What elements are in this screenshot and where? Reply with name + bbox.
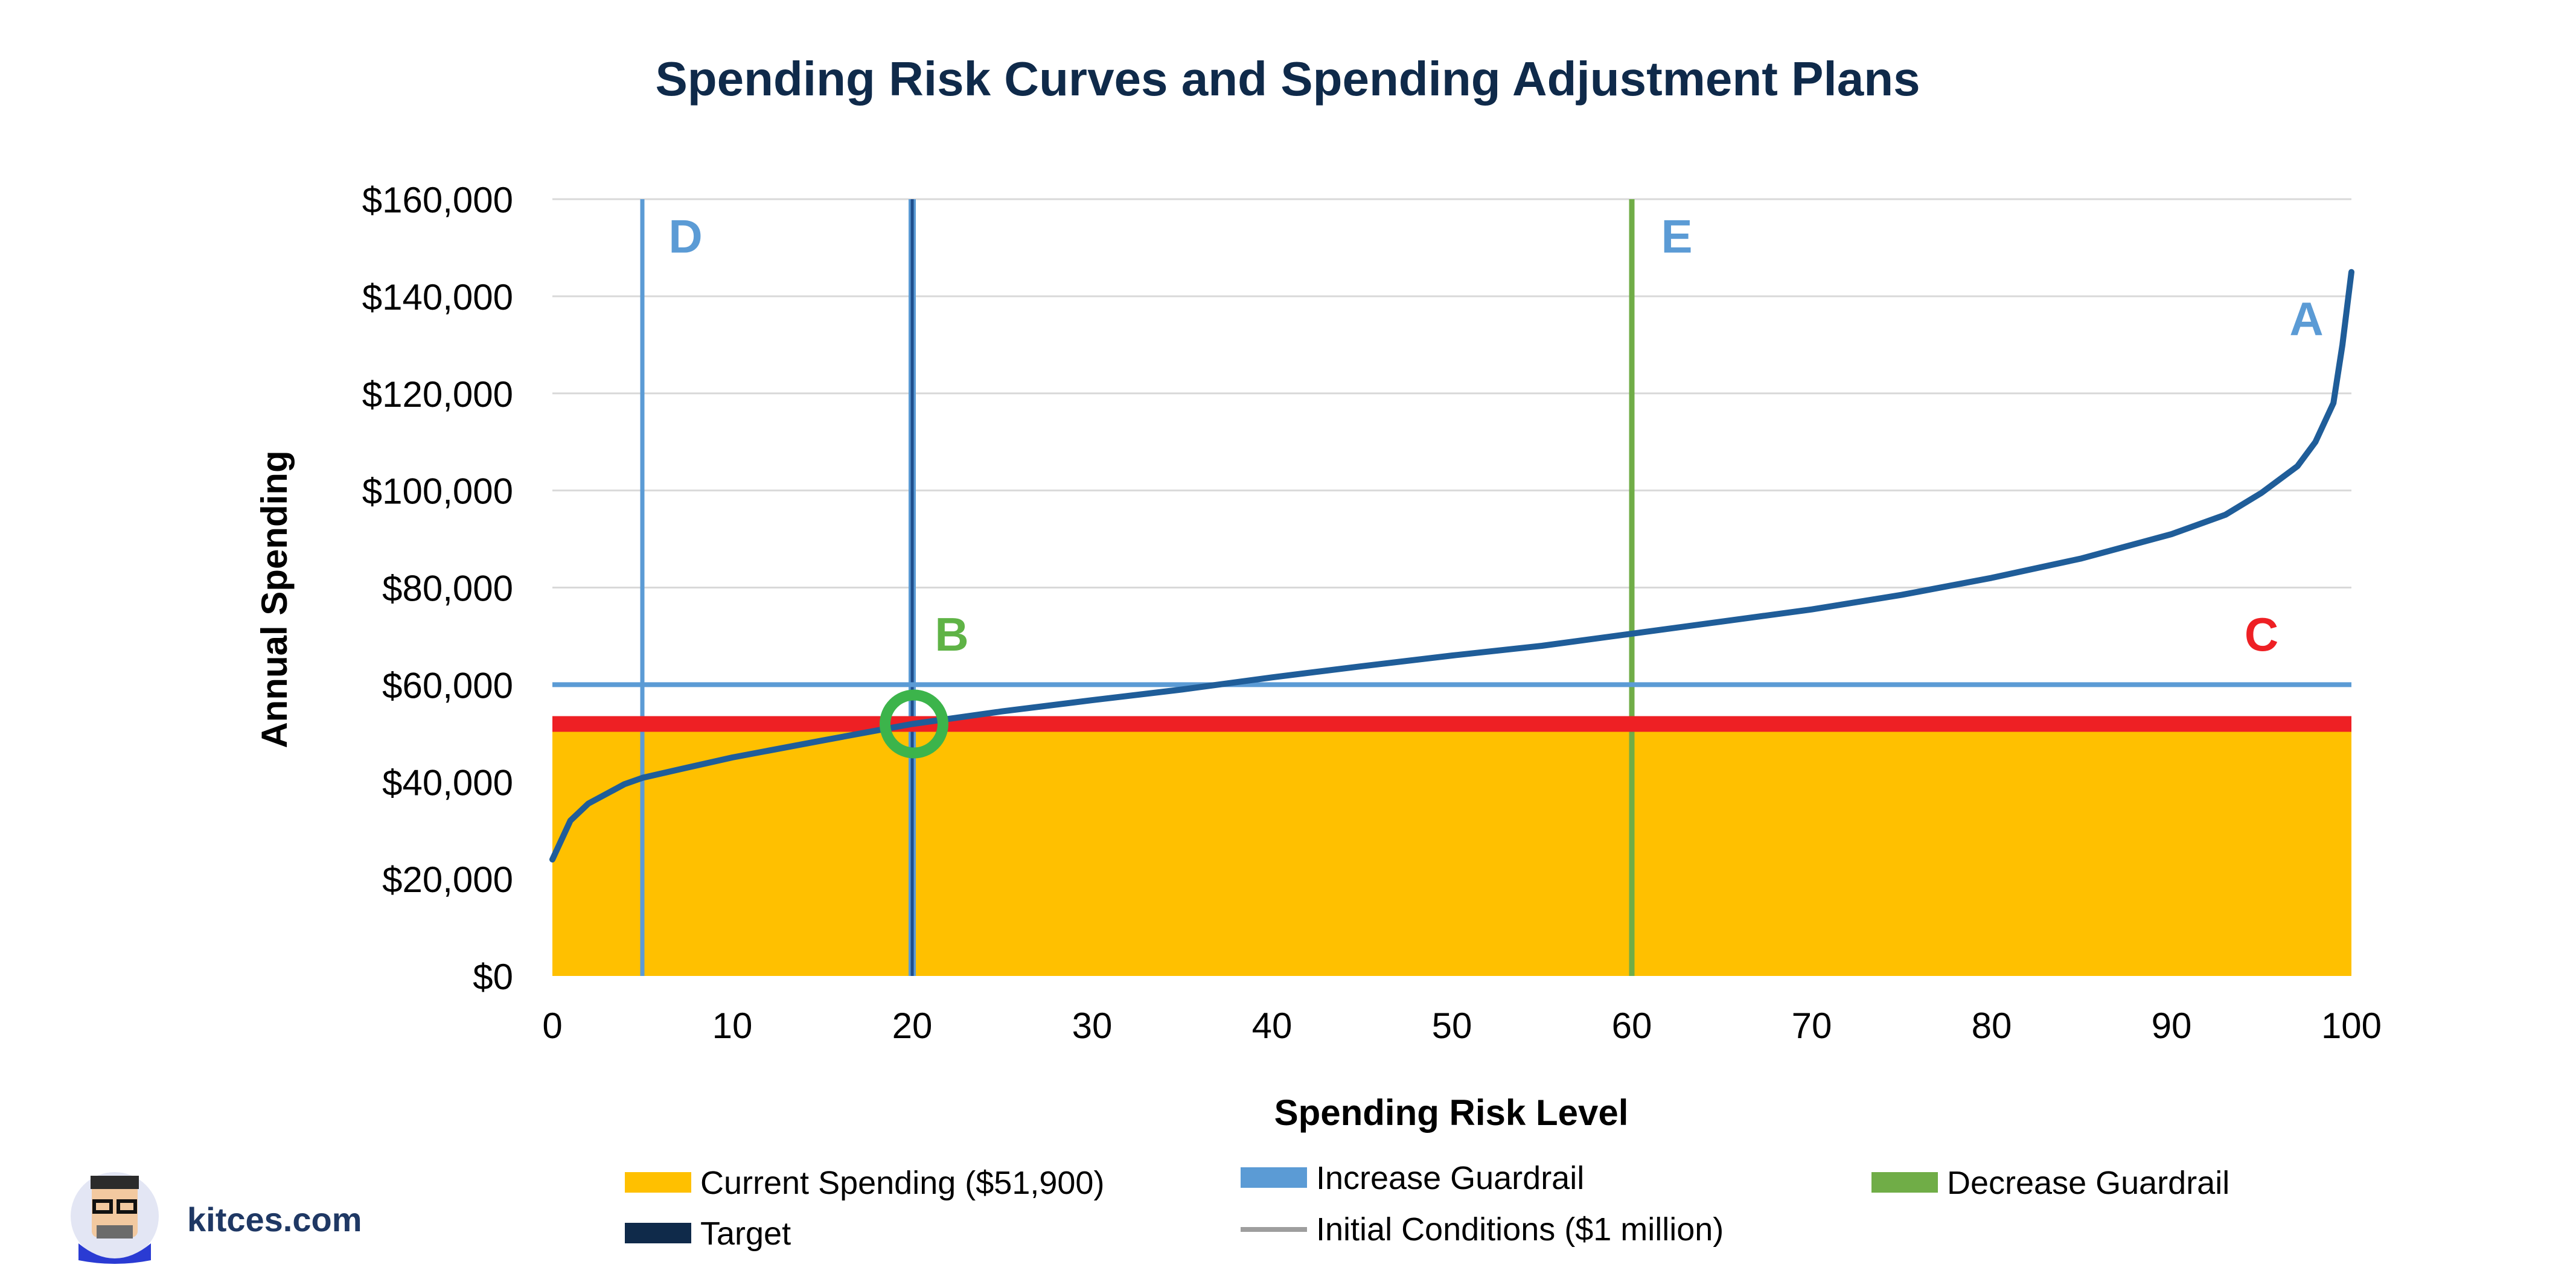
x-tick-label: 50 xyxy=(1432,1006,1472,1046)
x-tick-label: 80 xyxy=(1972,1006,2012,1046)
x-tick-label: 60 xyxy=(1612,1006,1652,1046)
y-tick-label: $0 xyxy=(473,957,513,997)
x-tick-label: 90 xyxy=(2152,1006,2192,1046)
x-tick-label: 0 xyxy=(542,1006,562,1046)
x-tick-label: 20 xyxy=(892,1006,933,1046)
x-axis-title: Spending Risk Level xyxy=(1274,1092,1629,1133)
legend-item: Decrease Guardrail xyxy=(1871,1165,2229,1201)
y-tick-label: $100,000 xyxy=(362,471,513,512)
x-tick-label: 10 xyxy=(712,1006,753,1046)
series-line xyxy=(549,269,2354,862)
x-tick-label: 40 xyxy=(1252,1006,1293,1046)
x-tick-label: 100 xyxy=(2321,1006,2382,1046)
x-axis: 0 10 20 30 40 50 60 70 80 90 100 xyxy=(542,1006,2382,1046)
kitces-avatar xyxy=(71,1172,159,1264)
y-axis: $0 $20,000 $40,000 $60,000 $80,000 $100,000 $1… xyxy=(362,180,513,997)
legend-swatch xyxy=(625,1223,691,1243)
current-spending-fill xyxy=(552,724,2351,976)
legend-swatch xyxy=(625,1172,691,1193)
legend-item: Current Spending ($51,900) xyxy=(625,1165,1104,1201)
annotations: A B C D E xyxy=(668,209,2323,661)
y-tick-label: $40,000 xyxy=(382,762,513,803)
annotation-e: E xyxy=(1661,209,1692,263)
annotation-a: A xyxy=(2289,292,2323,345)
y-tick-label: $120,000 xyxy=(362,374,513,415)
y-axis-title: Annual Spending xyxy=(254,450,295,748)
x-tick-label: 30 xyxy=(1072,1006,1113,1046)
x-tick-label: 70 xyxy=(1792,1006,1832,1046)
y-tick-label: $80,000 xyxy=(382,569,513,609)
legend: Current Spending ($51,900) Increase Guard… xyxy=(625,1160,2229,1252)
legend-item: Target xyxy=(625,1216,791,1252)
legend-item: Initial Conditions ($1 million) xyxy=(1241,1211,1724,1248)
legend-item: Increase Guardrail xyxy=(1241,1160,1584,1196)
target-intersection-marker xyxy=(879,689,948,759)
legend-label: Current Spending ($51,900) xyxy=(700,1165,1104,1201)
legend-label: Decrease Guardrail xyxy=(1947,1165,2229,1201)
y-tick-label: $60,000 xyxy=(382,665,513,706)
annotation-b: B xyxy=(935,608,968,661)
y-tick-label: $140,000 xyxy=(362,277,513,317)
legend-label: Increase Guardrail xyxy=(1316,1160,1584,1196)
legend-swatch xyxy=(1871,1172,1938,1193)
legend-swatch xyxy=(1241,1167,1307,1188)
legend-label: Initial Conditions ($1 million) xyxy=(1316,1211,1724,1248)
annotation-d: D xyxy=(668,209,702,263)
y-tick-label: $20,000 xyxy=(382,859,513,900)
guide-lines xyxy=(552,199,2351,976)
chart-title: Spending Risk Curves and Spending Adjust… xyxy=(655,52,1920,106)
legend-label: Target xyxy=(700,1216,791,1252)
kitces-site-label: kitces.com xyxy=(187,1200,362,1239)
annotation-c: C xyxy=(2245,608,2278,661)
current-spending-area xyxy=(552,724,2351,976)
series xyxy=(549,269,2354,862)
y-tick-label: $160,000 xyxy=(362,180,513,220)
